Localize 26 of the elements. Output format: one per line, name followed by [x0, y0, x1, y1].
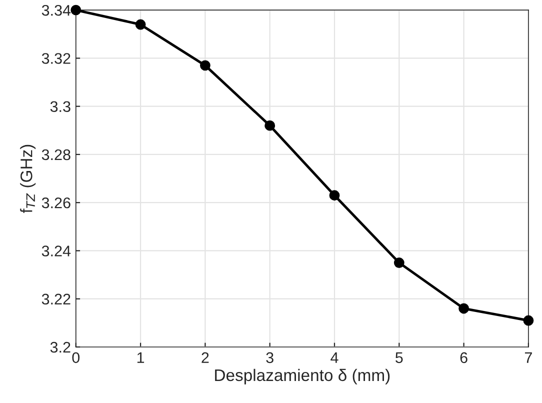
point	[458, 303, 470, 314]
y-tick-label: 3.32	[42, 53, 70, 64]
x-tick-label: 4	[330, 352, 338, 363]
x-tick-label: 1	[137, 352, 144, 363]
x-tick-label: 5	[396, 352, 403, 364]
point	[329, 190, 340, 201]
point	[135, 19, 146, 30]
point	[70, 4, 82, 16]
y-tick-label: 3.28	[42, 149, 70, 160]
x-tick-label: 6	[460, 352, 468, 364]
x-tick-label: 2	[202, 352, 209, 363]
y-axis-title: f$_{TZ}$ (GHz)	[20, 144, 36, 214]
point	[394, 258, 404, 268]
y-tick-label: 3.2	[50, 342, 70, 353]
point	[200, 60, 210, 71]
point	[523, 315, 534, 326]
x-tick-label: 0	[72, 352, 80, 364]
point	[264, 120, 276, 131]
y-tick-label: 3.26	[42, 197, 70, 208]
x-tick-label: 7	[524, 352, 532, 363]
y-tick-label: 3.3	[50, 101, 70, 112]
x-axis-title: Desplazamiento δ (mm)	[215, 368, 390, 384]
y-tick-label: 3.22	[42, 294, 70, 305]
x-tick-label: 3	[266, 352, 274, 364]
y-tick-label: 3.34	[42, 4, 71, 16]
y-tick-label: 3.24	[42, 246, 71, 256]
